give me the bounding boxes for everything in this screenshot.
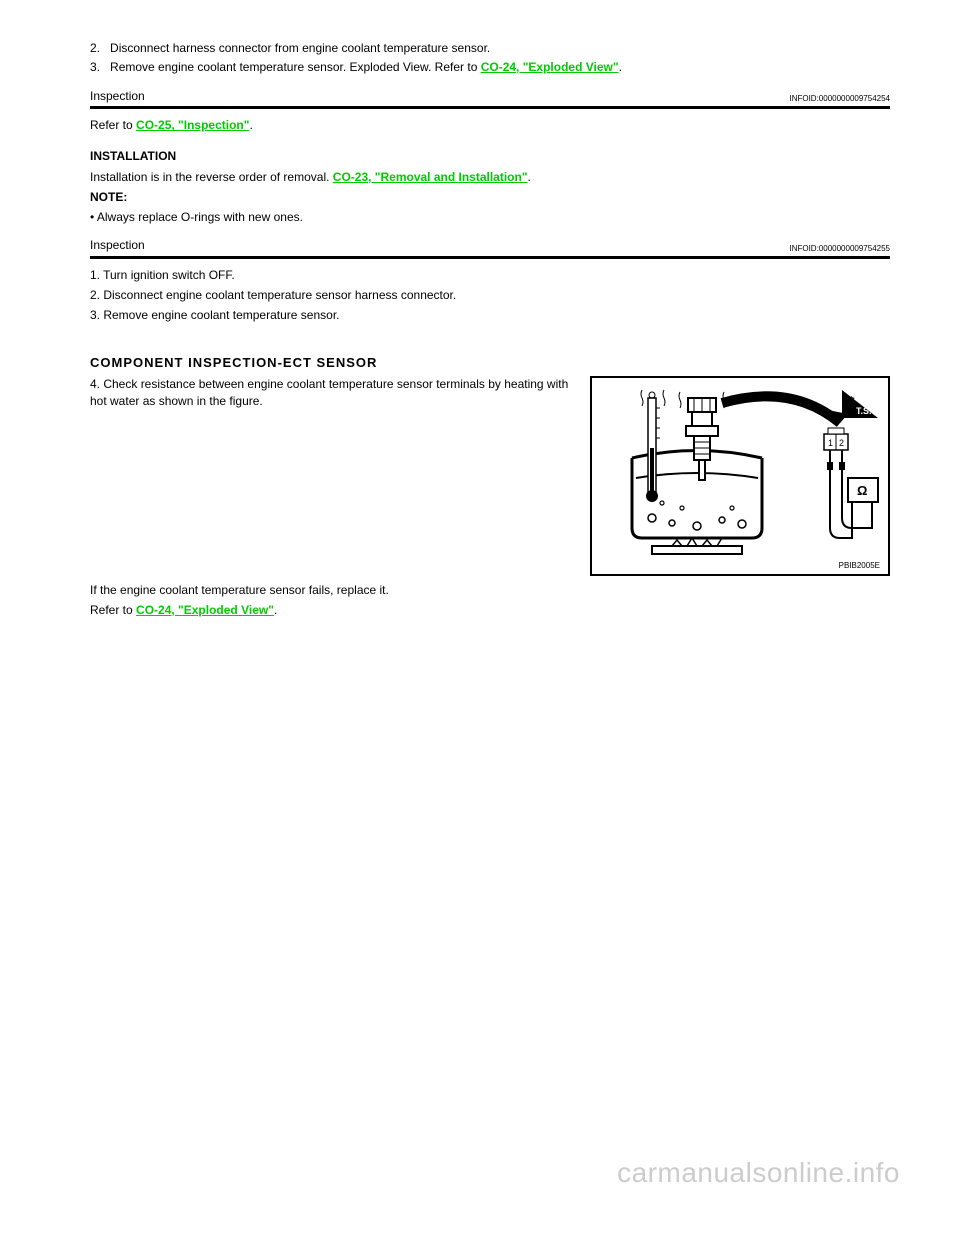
svg-text:Ω: Ω <box>857 483 867 498</box>
step-text: Disconnect harness connector from engine… <box>110 41 490 55</box>
fail-text: If the engine coolant temperature sensor… <box>90 582 890 599</box>
note-bullet: Always replace O-rings with new ones. <box>90 209 890 226</box>
link-exploded-view[interactable]: CO-24, "Exploded View" <box>481 60 619 74</box>
link-removal-installation[interactable]: CO-23, "Removal and Installation" <box>333 170 528 184</box>
info-id: INFOID:0000000009754254 <box>789 93 890 104</box>
installation-text: Installation is in the reverse order of … <box>90 169 890 186</box>
step-3: 3. Remove engine coolant temperature sen… <box>90 307 890 324</box>
list-item: 2. Disconnect harness connector from eng… <box>90 40 890 57</box>
list-item: 3. Remove engine coolant temperature sen… <box>90 59 890 76</box>
step-2: 2. Disconnect engine coolant temperature… <box>90 287 890 304</box>
note-label: NOTE: <box>90 189 890 206</box>
step-number: 2. <box>90 41 100 55</box>
link-exploded-view-2[interactable]: CO-24, "Exploded View" <box>136 603 274 617</box>
diagram-label: PBIB2005E <box>839 560 880 571</box>
step-number: 3. <box>90 60 100 74</box>
ref-text-end: . <box>249 118 252 132</box>
installation-title: INSTALLATION <box>90 148 890 165</box>
diagram-ect-sensor: ⚙ T.S. 1 2 <box>590 376 890 576</box>
svg-text:1: 1 <box>828 438 833 448</box>
component-title: COMPONENT INSPECTION-ECT SENSOR <box>90 354 890 372</box>
step-4: 4. Check resistance between engine coola… <box>90 376 570 410</box>
step-text: Remove engine coolant temperature sensor… <box>110 60 481 74</box>
info-id-2: INFOID:0000000009754255 <box>789 243 890 254</box>
heading-inspection: Inspection <box>90 88 145 105</box>
step-1: 1. Turn ignition switch OFF. <box>90 267 890 284</box>
refer-line: Refer to CO-24, "Exploded View". <box>90 602 890 619</box>
watermark: carmanualsonline.info <box>617 1153 900 1192</box>
svg-text:2: 2 <box>839 438 844 448</box>
inspection-ref: Refer to CO-25, "Inspection". <box>90 117 890 134</box>
link-inspection[interactable]: CO-25, "Inspection" <box>136 118 249 132</box>
step-text-end: . <box>619 60 622 74</box>
svg-text:T.S.: T.S. <box>856 406 872 416</box>
svg-text:⚙: ⚙ <box>848 395 855 404</box>
heading-inspection-2: Inspection <box>90 237 145 254</box>
ref-text: Refer to <box>90 118 136 132</box>
